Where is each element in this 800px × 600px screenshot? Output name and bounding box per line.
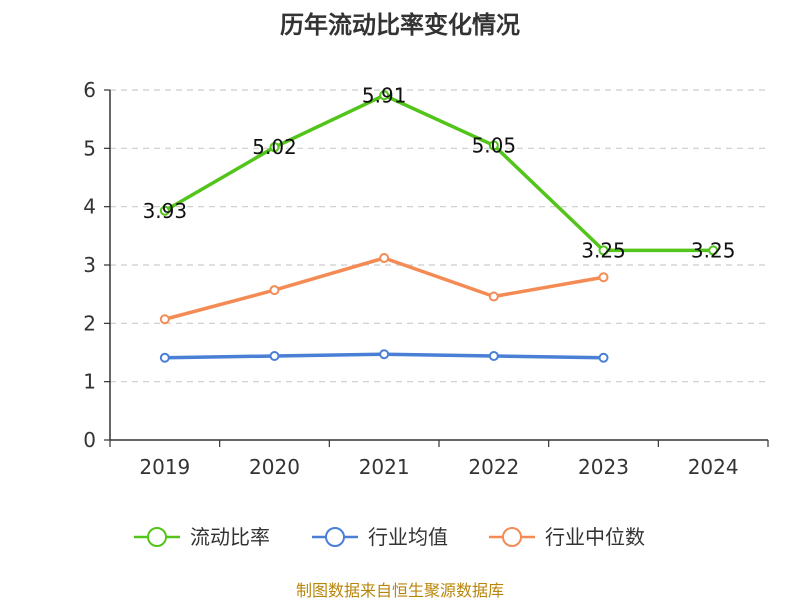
data-label: 5.91 [362, 83, 407, 107]
legend-label: 行业中位数 [545, 525, 645, 549]
data-label: 3.25 [581, 238, 626, 262]
y-tick-label: 5 [83, 136, 96, 160]
data-point[interactable] [379, 349, 390, 360]
data-point[interactable] [379, 90, 390, 101]
y-tick-label: 4 [83, 195, 96, 219]
y-tick-label: 6 [83, 78, 96, 102]
axes: 0 1 2 3 4 5 6 2019 2020 2021 2022 2023 2024 [83, 78, 769, 479]
legend-marker [147, 527, 167, 547]
data-point[interactable] [159, 205, 170, 216]
legend-item[interactable]: 流动比率 [134, 525, 270, 549]
y-tick-label: 2 [83, 311, 96, 335]
data-label: 5.05 [472, 133, 517, 157]
source-note: 制图数据来自恒生聚源数据库 [296, 581, 504, 600]
x-tick-label: 2021 [359, 455, 410, 479]
y-tick-label: 3 [83, 253, 96, 277]
data-point[interactable] [598, 245, 609, 256]
data-label: 3.93 [143, 199, 188, 223]
data-label: 5.02 [252, 135, 297, 159]
data-label: 3.25 [691, 238, 736, 262]
x-tick-label: 2022 [468, 455, 519, 479]
data-point[interactable] [488, 291, 499, 302]
legend[interactable]: 流动比率 行业均值 行业中位数 [134, 525, 645, 549]
data-point[interactable] [488, 351, 499, 361]
data-point[interactable] [598, 272, 609, 283]
legend-label: 行业均值 [368, 525, 448, 549]
data-point[interactable] [269, 351, 280, 361]
data-labels: 3.93 5.02 5.91 5.05 3.25 3.25 [143, 83, 736, 262]
series-layer [159, 90, 719, 363]
data-point[interactable] [159, 352, 170, 363]
series-line [164, 256, 604, 321]
data-point[interactable] [598, 352, 609, 363]
x-tick-label: 2019 [139, 455, 190, 479]
x-tick-label: 2024 [688, 455, 739, 479]
series-line [163, 93, 714, 253]
data-point[interactable] [379, 253, 390, 263]
legend-marker [502, 527, 522, 547]
legend-marker [325, 527, 345, 547]
data-point[interactable] [269, 285, 280, 296]
y-tick-label: 0 [83, 428, 96, 452]
x-tick-label: 2023 [578, 455, 629, 479]
y-tick-label: 1 [83, 370, 96, 394]
data-point[interactable] [708, 245, 719, 256]
gridlines [110, 89, 768, 383]
data-point[interactable] [269, 142, 280, 153]
legend-item[interactable]: 行业中位数 [489, 525, 645, 549]
legend-label: 流动比率 [190, 525, 270, 549]
data-point[interactable] [159, 314, 170, 325]
legend-item[interactable]: 行业均值 [312, 525, 448, 549]
data-point[interactable] [488, 140, 499, 151]
chart-title: 历年流动比率变化情况 [280, 11, 520, 39]
x-tick-label: 2020 [249, 455, 300, 479]
